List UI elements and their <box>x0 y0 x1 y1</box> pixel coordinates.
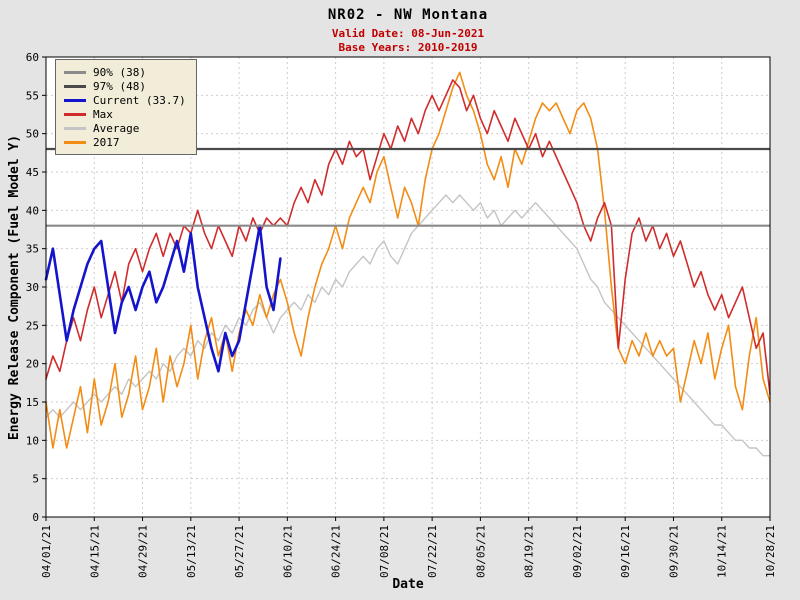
svg-text:07/08/21: 07/08/21 <box>378 525 391 578</box>
legend-item-current: Current (33.7) <box>64 93 186 107</box>
svg-text:10/28/21: 10/28/21 <box>764 525 777 578</box>
svg-text:09/30/21: 09/30/21 <box>667 525 680 578</box>
base-years-subtitle: Base Years: 2010-2019 <box>338 41 478 54</box>
svg-text:04/15/21: 04/15/21 <box>88 525 101 578</box>
svg-text:25: 25 <box>26 319 39 332</box>
legend-item-average: Average <box>64 121 186 135</box>
legend-label-max: Max <box>93 107 113 121</box>
svg-text:06/24/21: 06/24/21 <box>330 525 343 578</box>
svg-text:04/29/21: 04/29/21 <box>137 525 150 578</box>
svg-text:04/01/21: 04/01/21 <box>40 525 53 578</box>
x-axis-label: Date <box>392 577 424 592</box>
svg-text:60: 60 <box>26 51 39 64</box>
svg-text:30: 30 <box>26 281 39 294</box>
svg-text:10/14/21: 10/14/21 <box>716 525 729 578</box>
legend-label-current: Current (33.7) <box>93 93 186 107</box>
chart-title: NR02 - NW Montana <box>327 7 489 23</box>
svg-text:06/10/21: 06/10/21 <box>281 525 294 578</box>
legend-swatch-2017 <box>64 140 86 144</box>
svg-text:50: 50 <box>26 128 39 141</box>
svg-text:07/22/21: 07/22/21 <box>426 525 439 578</box>
legend-item-97pct: 97% (48) <box>64 79 186 93</box>
svg-text:09/02/21: 09/02/21 <box>571 525 584 578</box>
svg-text:45: 45 <box>26 166 39 179</box>
svg-text:10: 10 <box>26 434 39 447</box>
svg-text:0: 0 <box>32 511 39 524</box>
legend-label-90pct: 90% (38) <box>93 65 146 79</box>
legend-label-97pct: 97% (48) <box>93 79 146 93</box>
chart-legend: 90% (38) 97% (48) Current (33.7) Max Ave… <box>55 59 197 155</box>
legend-label-2017: 2017 <box>93 135 120 149</box>
svg-text:08/05/21: 08/05/21 <box>474 525 487 578</box>
svg-text:09/16/21: 09/16/21 <box>619 525 632 578</box>
svg-text:55: 55 <box>26 89 39 102</box>
legend-item-90pct: 90% (38) <box>64 65 186 79</box>
svg-text:05/13/21: 05/13/21 <box>185 525 198 578</box>
legend-swatch-average <box>64 126 86 130</box>
legend-item-max: Max <box>64 107 186 121</box>
svg-text:20: 20 <box>26 358 39 371</box>
svg-text:5: 5 <box>32 473 39 486</box>
legend-swatch-97pct <box>64 84 86 88</box>
svg-text:35: 35 <box>26 243 39 256</box>
legend-swatch-current <box>64 98 86 102</box>
legend-item-2017: 2017 <box>64 135 186 149</box>
y-axis-label: Energy Release Component (Fuel Model Y) <box>7 134 23 440</box>
svg-text:15: 15 <box>26 396 39 409</box>
svg-text:05/27/21: 05/27/21 <box>233 525 246 578</box>
legend-swatch-max <box>64 112 86 116</box>
valid-date-subtitle: Valid Date: 08-Jun-2021 <box>331 27 485 40</box>
legend-swatch-90pct <box>64 70 86 74</box>
svg-text:40: 40 <box>26 204 39 217</box>
svg-text:08/19/21: 08/19/21 <box>523 525 536 578</box>
legend-label-average: Average <box>93 121 140 135</box>
